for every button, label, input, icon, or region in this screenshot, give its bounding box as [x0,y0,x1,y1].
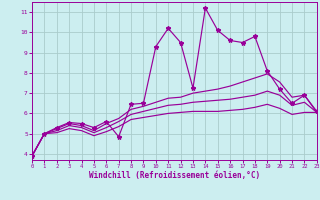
X-axis label: Windchill (Refroidissement éolien,°C): Windchill (Refroidissement éolien,°C) [89,171,260,180]
